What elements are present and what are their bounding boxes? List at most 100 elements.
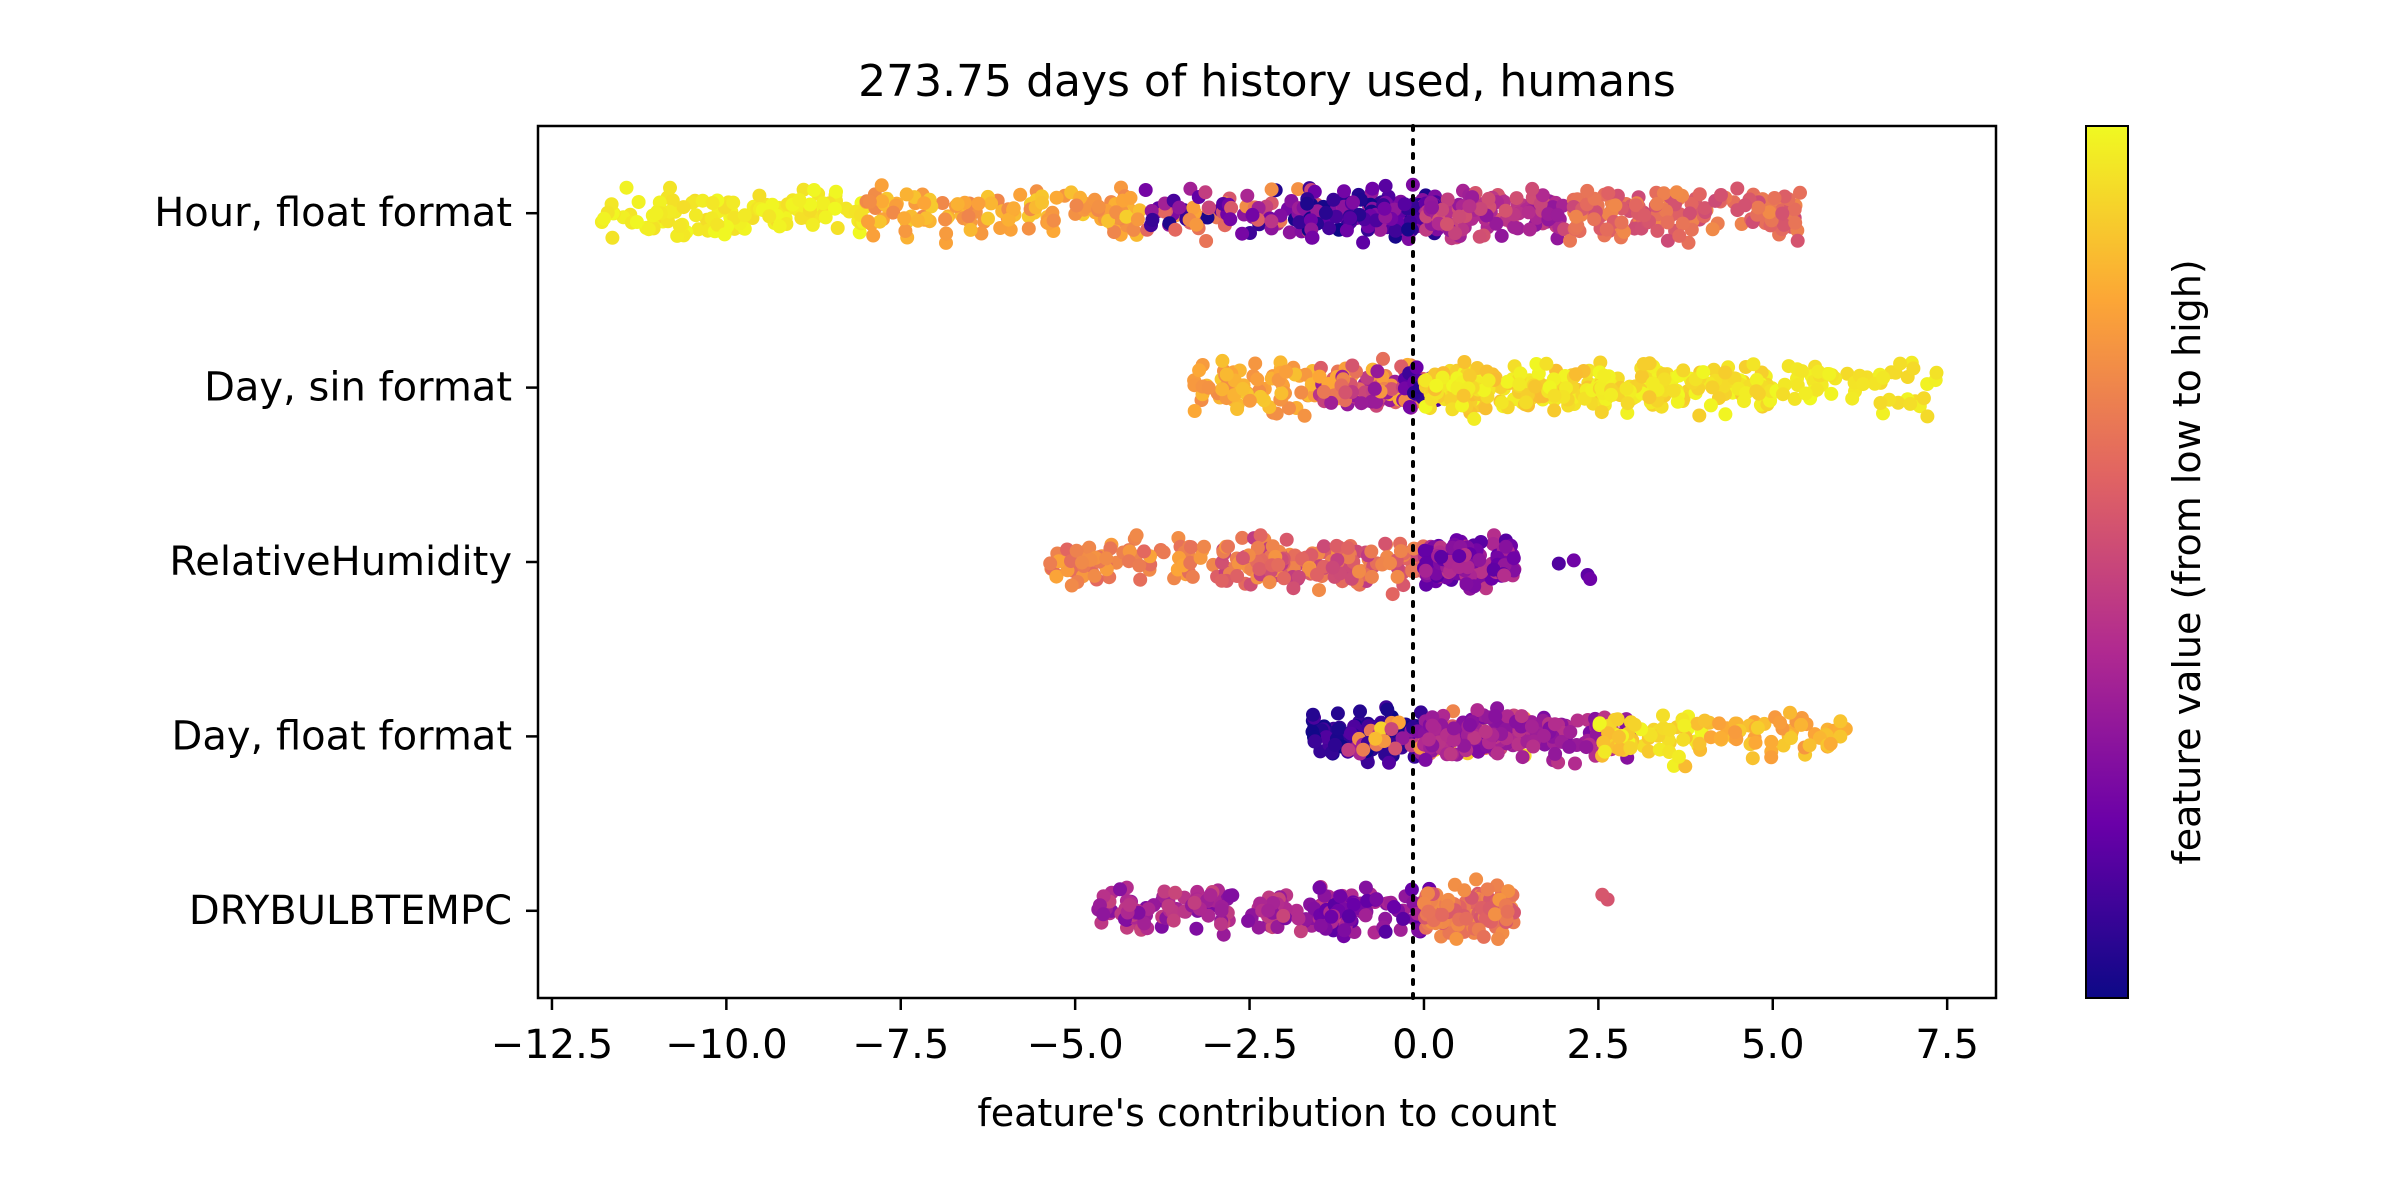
- data-point: [1604, 387, 1619, 402]
- data-point: [910, 213, 925, 228]
- data-point: [1329, 538, 1344, 553]
- data-point: [1291, 570, 1306, 584]
- data-point: [726, 195, 741, 210]
- data-point: [1082, 540, 1097, 555]
- data-point: [1569, 209, 1584, 224]
- data-point: [1672, 228, 1687, 243]
- data-point: [1271, 558, 1286, 572]
- data-point: [1199, 234, 1214, 248]
- data-point: [1326, 192, 1341, 207]
- data-point: [1462, 368, 1477, 383]
- data-point: [1064, 578, 1079, 593]
- data-point: [1235, 381, 1250, 396]
- data-point: [1506, 551, 1521, 566]
- data-point: [1370, 364, 1385, 379]
- data-point: [1242, 393, 1257, 408]
- data-point: [1046, 213, 1061, 228]
- data-point: [1312, 880, 1327, 895]
- data-point: [1291, 911, 1306, 926]
- data-point: [874, 178, 889, 193]
- data-point: [1824, 386, 1839, 401]
- data-point: [1787, 202, 1802, 217]
- data-point: [971, 196, 986, 211]
- feature-points-1: [1187, 351, 1944, 426]
- data-point: [1873, 396, 1888, 410]
- data-point: [1374, 721, 1389, 736]
- data-point: [1156, 545, 1171, 560]
- data-point: [1324, 909, 1339, 924]
- data-point: [1382, 755, 1396, 770]
- colorbar: [2085, 125, 2129, 999]
- data-point: [792, 193, 807, 207]
- data-point: [1657, 372, 1672, 387]
- data-point: [1718, 365, 1733, 380]
- data-point: [1043, 556, 1058, 571]
- data-point: [1049, 569, 1064, 584]
- data-point: [1474, 565, 1489, 580]
- data-point: [1457, 355, 1472, 369]
- y-axis: Hour, float format Day, sin format Relativ…: [154, 190, 538, 934]
- data-point: [1457, 883, 1472, 898]
- data-point: [1294, 385, 1309, 400]
- data-point: [1521, 205, 1536, 220]
- data-point: [984, 196, 999, 211]
- data-point: [1448, 226, 1463, 241]
- data-point: [1253, 389, 1268, 404]
- data-point: [1377, 201, 1392, 216]
- data-point: [1421, 732, 1436, 747]
- data-point: [619, 180, 634, 195]
- data-point: [1006, 201, 1021, 216]
- data-point: [886, 205, 901, 220]
- data-point: [1145, 212, 1160, 227]
- data-point: [1449, 931, 1464, 946]
- data-point: [1705, 222, 1720, 237]
- data-point: [1762, 205, 1777, 220]
- data-point: [1775, 206, 1790, 221]
- data-point: [1192, 363, 1207, 378]
- data-point: [866, 228, 881, 243]
- data-point: [1358, 880, 1373, 895]
- data-point: [1776, 387, 1790, 402]
- data-point: [1469, 872, 1484, 887]
- data-point: [672, 219, 687, 234]
- data-point: [963, 222, 978, 237]
- data-point: [1235, 226, 1250, 241]
- data-point: [1488, 709, 1503, 724]
- data-point: [1750, 720, 1765, 735]
- data-point: [1456, 388, 1471, 403]
- data-point: [899, 187, 914, 202]
- data-point: [1138, 183, 1153, 197]
- data-point: [1087, 568, 1102, 583]
- data-point: [1788, 215, 1803, 230]
- data-point: [935, 196, 950, 210]
- data-point: [1563, 233, 1577, 248]
- data-point: [652, 195, 667, 210]
- data-point: [1728, 725, 1743, 740]
- data-point: [1418, 373, 1433, 388]
- data-point: [1614, 215, 1629, 230]
- data-point: [665, 193, 680, 208]
- data-point: [1682, 206, 1697, 221]
- data-point: [1406, 895, 1421, 910]
- data-point: [1746, 357, 1761, 372]
- data-point: [1277, 571, 1291, 586]
- data-point: [1823, 736, 1838, 751]
- data-point: [752, 188, 767, 203]
- data-point: [1129, 528, 1144, 543]
- data-point: [950, 197, 965, 212]
- data-point: [1328, 737, 1342, 752]
- data-point: [1478, 724, 1493, 739]
- data-point: [1215, 382, 1230, 397]
- x-tick-label: 0.0: [1392, 1022, 1456, 1068]
- data-point: [1434, 549, 1449, 564]
- data-point: [1365, 181, 1380, 196]
- data-point: [1490, 746, 1505, 761]
- data-point: [1251, 920, 1266, 935]
- data-point: [1629, 198, 1643, 213]
- data-point: [629, 215, 644, 229]
- data-point: [1338, 385, 1353, 400]
- data-point: [1597, 368, 1612, 383]
- data-point: [1676, 732, 1691, 747]
- data-point: [1610, 712, 1625, 727]
- data-point: [1488, 907, 1502, 922]
